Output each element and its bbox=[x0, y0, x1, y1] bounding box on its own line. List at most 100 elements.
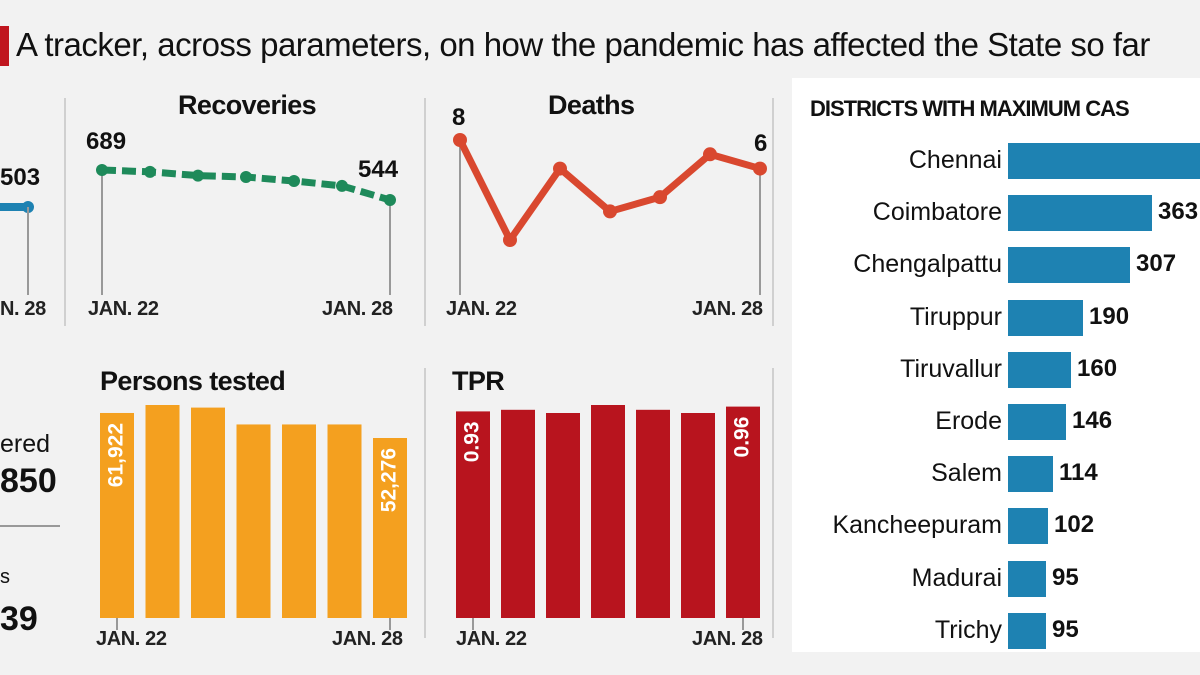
tested-chart: 61,922 52,276 bbox=[100, 405, 407, 630]
district-row: Chengalpattu 307 bbox=[792, 242, 1200, 294]
bar bbox=[145, 405, 180, 618]
district-bar bbox=[1008, 508, 1048, 545]
district-row: Salem 114 bbox=[792, 451, 1200, 503]
data-point bbox=[603, 204, 617, 219]
districts-title: DISTRICTS WITH MAXIMUM CAS bbox=[810, 96, 1130, 121]
deaths-xtick-last: JAN. 28 bbox=[692, 298, 763, 320]
district-name: Coimbatore bbox=[872, 198, 1002, 227]
district-name: Tiruvallur bbox=[900, 354, 1002, 383]
district-row: Kancheepuram 102 bbox=[792, 503, 1200, 555]
data-point bbox=[553, 161, 567, 176]
district-row: Chennai bbox=[792, 138, 1200, 190]
tested-xtick-first: JAN. 22 bbox=[96, 628, 167, 650]
data-point bbox=[503, 233, 517, 247]
bar-value-label: 61,922 bbox=[105, 423, 128, 487]
district-row: Tiruppur 190 bbox=[792, 295, 1200, 347]
bar bbox=[236, 424, 271, 618]
district-bar bbox=[1008, 351, 1071, 388]
recoveries-first-label: 689 bbox=[86, 128, 127, 155]
data-point bbox=[288, 174, 300, 187]
data-point bbox=[336, 179, 348, 192]
district-value: 114 bbox=[1059, 459, 1098, 487]
data-point bbox=[703, 147, 717, 162]
bar bbox=[681, 413, 715, 618]
bar-value-label: 52,276 bbox=[378, 448, 401, 512]
district-name: Chengalpattu bbox=[853, 250, 1002, 279]
district-value: 307 bbox=[1136, 250, 1177, 278]
district-row: Coimbatore 363 bbox=[792, 190, 1200, 242]
district-bar bbox=[1008, 143, 1200, 179]
deaths-last-label: 6 bbox=[754, 130, 768, 157]
bar bbox=[373, 438, 407, 618]
separator bbox=[424, 98, 426, 326]
bar bbox=[282, 424, 316, 618]
bar bbox=[591, 405, 625, 618]
tpr-xtick-first: JAN. 22 bbox=[456, 628, 527, 650]
data-point bbox=[384, 194, 396, 206]
district-name: Salem bbox=[931, 459, 1002, 488]
district-name: Kancheepuram bbox=[832, 511, 1002, 540]
data-point bbox=[240, 171, 252, 184]
bar bbox=[456, 411, 490, 618]
deaths-title: Deaths bbox=[548, 90, 635, 120]
deaths-first-label: 8 bbox=[452, 104, 466, 131]
district-row: Trichy 95 bbox=[792, 608, 1200, 652]
recoveries-title: Recoveries bbox=[178, 90, 317, 120]
data-point bbox=[753, 161, 767, 176]
data-point bbox=[453, 133, 467, 147]
district-value: 146 bbox=[1072, 407, 1113, 434]
district-name: Madurai bbox=[911, 563, 1002, 592]
district-name: Trichy bbox=[934, 615, 1002, 644]
districts-panel: DISTRICTS WITH MAXIMUM CAS Chennai Coimba… bbox=[792, 78, 1200, 652]
bar bbox=[546, 413, 580, 618]
district-value: 95 bbox=[1052, 615, 1079, 643]
district-name: Tiruppur bbox=[909, 302, 1002, 331]
separator bbox=[424, 368, 426, 638]
tested-xtick-last: JAN. 28 bbox=[332, 628, 403, 650]
bar bbox=[501, 409, 535, 618]
partial-word: ered bbox=[0, 430, 51, 458]
bar-value-label: 0.93 bbox=[461, 421, 484, 462]
district-name: Chennai bbox=[908, 146, 1002, 174]
partial-chart bbox=[0, 201, 34, 295]
district-name: Erode bbox=[935, 407, 1002, 435]
data-point bbox=[653, 190, 667, 205]
partial-value-label: 503 bbox=[0, 164, 41, 191]
district-value: 95 bbox=[1052, 563, 1079, 591]
data-point bbox=[192, 169, 204, 182]
headline-text: A tracker, across parameters, on how the… bbox=[16, 26, 1150, 63]
recoveries-chart bbox=[96, 164, 396, 295]
district-row: Tiruvallur 160 bbox=[792, 347, 1200, 399]
recoveries-xtick-last: JAN. 28 bbox=[322, 298, 393, 320]
district-row: Erode 146 bbox=[792, 399, 1200, 451]
headline-accent-bar bbox=[0, 26, 9, 66]
bar-value-label: 0.96 bbox=[731, 417, 754, 458]
recoveries-last-label: 544 bbox=[358, 156, 399, 183]
separator bbox=[772, 368, 774, 638]
bar bbox=[191, 407, 225, 618]
separator bbox=[64, 98, 66, 326]
district-value: 160 bbox=[1077, 354, 1118, 382]
district-bar bbox=[1008, 299, 1083, 336]
separator bbox=[772, 98, 774, 326]
partial-letter: s bbox=[0, 566, 10, 588]
district-row: Madurai 95 bbox=[792, 556, 1200, 608]
district-bar bbox=[1008, 404, 1066, 440]
deaths-xtick-first: JAN. 22 bbox=[446, 298, 517, 320]
district-bar bbox=[1008, 456, 1053, 493]
district-bar bbox=[1008, 247, 1130, 284]
tpr-chart: 0.93 0.96 bbox=[456, 405, 760, 630]
partial-total: 850 bbox=[0, 462, 57, 500]
district-bar bbox=[1008, 560, 1046, 597]
partial-xlabel: N. 28 bbox=[0, 298, 46, 320]
partial-divider bbox=[0, 525, 60, 527]
partial-number: 39 bbox=[0, 600, 38, 638]
district-bar bbox=[1008, 195, 1152, 232]
bar bbox=[726, 406, 760, 618]
headline: A tracker, across parameters, on how the… bbox=[0, 18, 1200, 74]
tpr-xtick-last: JAN. 28 bbox=[692, 628, 763, 650]
bar bbox=[327, 424, 362, 618]
data-point bbox=[96, 164, 108, 176]
bar bbox=[636, 409, 670, 618]
district-bar bbox=[1008, 612, 1046, 649]
